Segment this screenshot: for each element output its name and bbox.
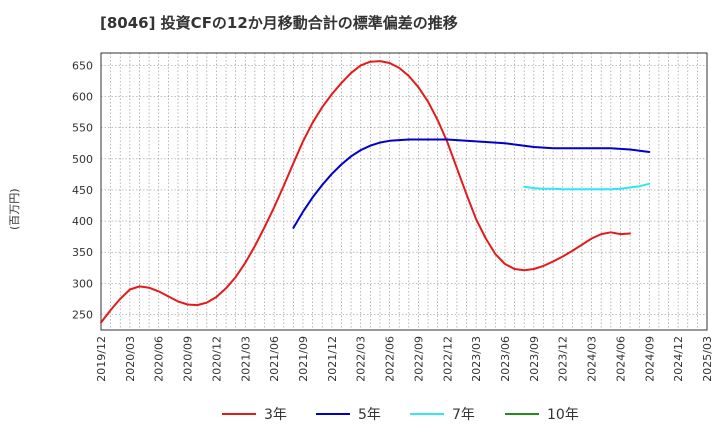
series-line-1 [100, 60, 631, 324]
x-tick-label: 2019/12 [95, 336, 108, 382]
x-tick-label: 2025/03 [701, 336, 714, 382]
x-tick-labels: 2019/12 2020/03 2020/06 2020/09 2020/12 2021/… [95, 336, 714, 382]
x-tick-label: 2020/12 [210, 336, 223, 382]
legend-label: 5年 [358, 407, 381, 423]
x-tick-label: 2022/12 [441, 336, 454, 382]
x-tick-label: 2021/06 [268, 336, 281, 382]
grid-lines [101, 53, 707, 330]
y-tick-label: 650 [72, 59, 93, 72]
y-tick-label: 250 [72, 308, 93, 321]
y-tick-label: 400 [72, 215, 93, 228]
x-tick-label: 2023/06 [499, 336, 512, 382]
x-tick-label: 2024/06 [614, 336, 627, 382]
legend-label: 10年 [547, 407, 579, 423]
x-tick-label: 2023/03 [470, 336, 483, 382]
y-tick-label: 550 [72, 122, 93, 135]
x-tick-label: 2020/06 [153, 336, 166, 382]
x-tick-label: 2022/03 [355, 336, 368, 382]
x-tick-label: 2023/09 [528, 336, 541, 382]
y-tick-label: 600 [72, 91, 93, 104]
x-tick-label: 2024/09 [643, 336, 656, 382]
y-tick-label: 450 [72, 184, 93, 197]
x-tick-label: 2024/03 [586, 336, 599, 382]
x-tick-label: 2020/03 [124, 336, 137, 382]
y-tick-label: 500 [72, 153, 93, 166]
x-tick-label: 2021/03 [239, 336, 252, 382]
x-tick-label: 2022/06 [384, 336, 397, 382]
x-tick-label: 2023/12 [557, 336, 570, 382]
series-line-3 [523, 182, 651, 191]
x-tick-label: 2020/09 [182, 336, 195, 382]
series-lines [100, 60, 651, 324]
y-tick-labels: 250 300 350 400 450 500 550 600 650 [72, 59, 93, 321]
x-tick-label: 2024/12 [672, 336, 685, 382]
y-tick-label: 300 [72, 277, 93, 290]
x-tick-label: 2022/09 [412, 336, 425, 382]
plot-frame [100, 52, 708, 331]
x-tick-label: 2021/09 [297, 336, 310, 382]
series-line-2 [292, 138, 651, 229]
legend-label: 7年 [452, 407, 475, 423]
legend: 3年 5年 7年 10年 [222, 407, 579, 423]
x-tick-label: 2021/12 [326, 336, 339, 382]
legend-label: 3年 [264, 407, 287, 423]
chart-title: [8046] 投資CFの12か月移動合計の標準偏差の推移 [100, 14, 458, 32]
y-tick-label: 350 [72, 246, 93, 259]
